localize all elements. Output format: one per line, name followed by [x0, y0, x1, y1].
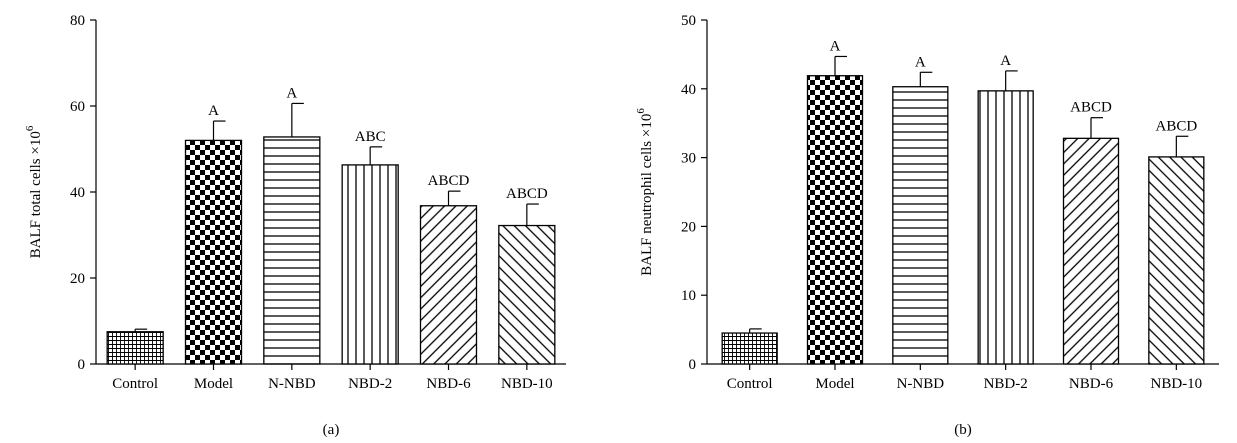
significance-label: A	[286, 85, 297, 101]
y-axis-label-exponent: 6	[24, 125, 36, 131]
significance-label: A	[915, 54, 926, 70]
x-tick-label: Control	[112, 376, 158, 392]
x-tick-label: NBD-6	[426, 376, 471, 392]
y-tick-label: 60	[70, 99, 85, 115]
x-tick-label: NBD-10	[1150, 376, 1202, 392]
significance-label: A	[1000, 53, 1011, 69]
y-tick-label: 50	[681, 13, 696, 29]
y-tick-label: 30	[681, 151, 696, 167]
chart-panel-b: 0 10 20 30 40 50 Control A Model A N-NBD A NBD-2 ABCD…	[635, 13, 1219, 438]
significance-label: A	[830, 38, 841, 54]
bar-n-nbd	[263, 136, 321, 365]
panel-label: (b)	[954, 422, 972, 438]
y-axis-label: BALF total cells ×106	[24, 125, 44, 258]
bar-n-nbd	[892, 86, 949, 365]
bar-nbd-2	[977, 90, 1034, 365]
x-tick-label: N-NBD	[268, 376, 316, 392]
x-tick-label: NBD-6	[1069, 376, 1114, 392]
y-tick-label: 20	[681, 219, 696, 235]
significance-label: ABCD	[506, 186, 548, 202]
significance-label: A	[208, 103, 219, 119]
bar-model	[806, 75, 864, 365]
significance-label: ABC	[355, 129, 386, 145]
panel-label: (a)	[323, 422, 340, 438]
y-tick-label: 20	[70, 271, 85, 287]
bar-control	[721, 332, 778, 365]
bar-nbd-6	[419, 205, 478, 365]
bar-nbd-6	[1062, 137, 1120, 365]
y-tick-label: 0	[78, 357, 86, 373]
x-tick-label: N-NBD	[897, 376, 945, 392]
x-tick-label: NBD-2	[984, 376, 1028, 392]
x-tick-label: NBD-10	[501, 376, 553, 392]
x-tick-label: Model	[815, 376, 854, 392]
y-axis-label-text: BALF total cells ×10	[28, 131, 44, 258]
bar-nbd-10	[498, 224, 556, 365]
significance-label: ABCD	[1070, 100, 1112, 116]
x-tick-label: Control	[727, 376, 773, 392]
y-axis-label-text: BALF neutrophil cells ×10	[639, 114, 655, 276]
significance-label: ABCD	[1155, 118, 1197, 134]
y-axis-label: BALF neutrophil cells ×106	[635, 108, 655, 276]
significance-label: ABCD	[428, 173, 470, 189]
bar-model	[184, 139, 243, 365]
bar-nbd-2	[341, 164, 399, 365]
chart-panel-a: 0 20 40 60 80 Control A Model A N-NBD ABC NBD-2 ABCD…	[24, 13, 566, 438]
y-tick-label: 40	[681, 82, 696, 98]
bar-nbd-10	[1148, 156, 1205, 365]
x-tick-label: NBD-2	[348, 376, 392, 392]
x-tick-label: Model	[194, 376, 233, 392]
y-tick-label: 80	[70, 13, 85, 29]
y-axis-label-exponent: 6	[635, 108, 647, 114]
y-tick-label: 40	[70, 185, 85, 201]
bar-control	[106, 331, 164, 365]
y-tick-label: 0	[689, 357, 697, 373]
y-tick-label: 10	[681, 288, 696, 304]
